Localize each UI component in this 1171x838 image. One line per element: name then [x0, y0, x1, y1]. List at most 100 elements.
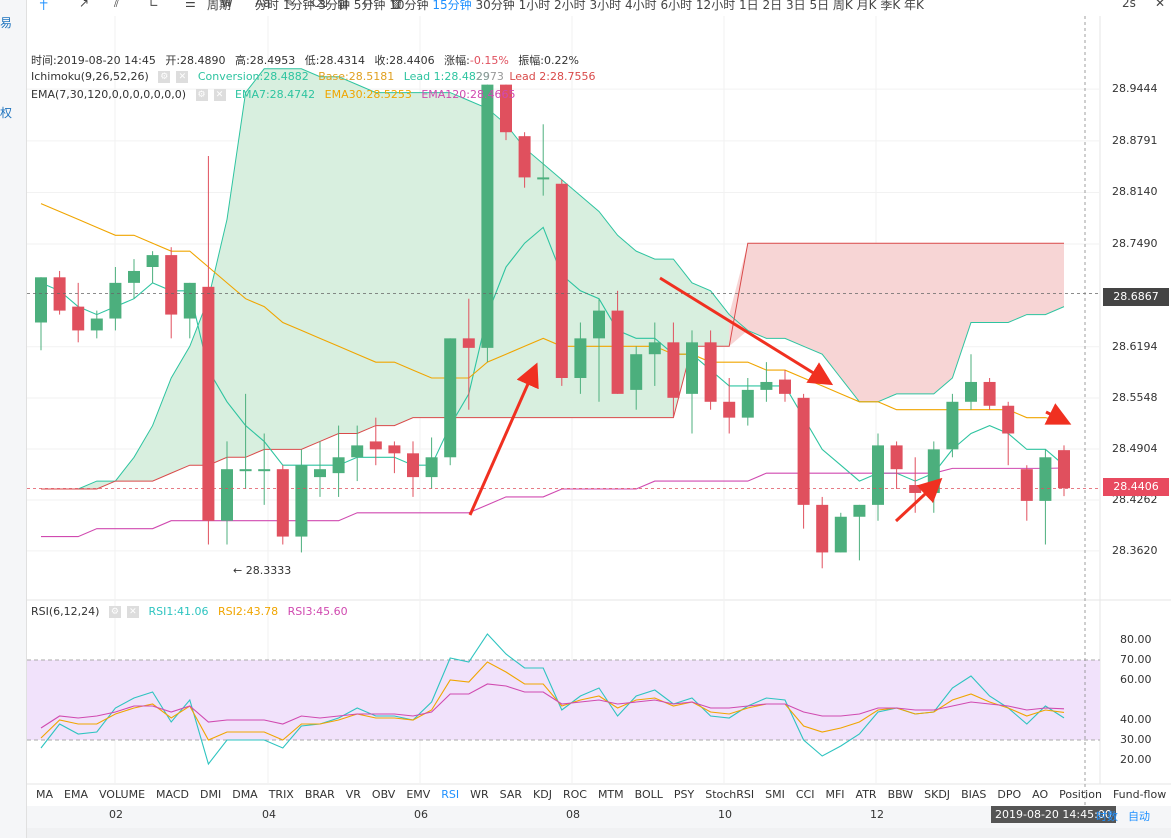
candle-body-40 [779, 379, 791, 394]
candle-body-41 [797, 397, 810, 505]
candle-body-6 [146, 255, 159, 267]
indicator-tab-bias[interactable]: BIAS [961, 788, 987, 801]
channel-icon[interactable]: ⫽ [114, 0, 120, 10]
indicator-tab-boll[interactable]: BOLL [634, 788, 663, 801]
sidebar-item-1[interactable]: 权 [0, 106, 13, 120]
date-tick-5: 12 [870, 808, 884, 821]
tf-6[interactable]: 30分钟 [475, 0, 515, 12]
candle-body-52 [1002, 405, 1015, 434]
indicator-tab-dpo[interactable]: DPO [997, 788, 1022, 801]
ohlc-open: 开:28.4890 [165, 54, 226, 67]
indicator-tab-macd[interactable]: MACD [156, 788, 190, 801]
tf-16[interactable]: 5日 [809, 0, 830, 12]
rsi3-line [40, 683, 1065, 729]
indicator-tab-smi[interactable]: SMI [765, 788, 785, 801]
indicator-tab-position[interactable]: Position [1059, 788, 1102, 801]
indicator-tab-ao[interactable]: AO [1032, 788, 1049, 801]
wave-label[interactable]: W [221, 0, 233, 10]
ema30-line [40, 203, 1065, 423]
text-tool[interactable]: Aa [255, 0, 271, 10]
tf-12[interactable]: 12小时 [695, 0, 736, 12]
crosshair-icon[interactable]: ┼ [40, 0, 48, 10]
tf-14[interactable]: 2日 [762, 0, 783, 12]
indicator-tab-roc[interactable]: ROC [562, 788, 587, 801]
indicator-tab-dma[interactable]: DMA [232, 788, 258, 801]
indicator-tab-bbw[interactable]: BBW [887, 788, 914, 801]
indicator-tab-psy[interactable]: PSY [673, 788, 695, 801]
annotation-arrow-2 [894, 477, 943, 523]
rsi3-value: RSI3:45.60 [287, 605, 348, 618]
ema-settings-icon[interactable]: ⚙ [195, 89, 208, 101]
rsi-settings-icon[interactable]: ⚙ [108, 606, 121, 618]
tf-8[interactable]: 2小时 [554, 0, 586, 12]
indicator-tab-skdj[interactable]: SKDJ [924, 788, 951, 801]
indicator-tab-vr[interactable]: VR [345, 788, 361, 801]
indicator-tab-dmi[interactable]: DMI [200, 788, 222, 801]
bottom-link-0[interactable]: 时数 [1096, 810, 1118, 823]
period-label[interactable]: 周期 [207, 0, 232, 12]
tf-20[interactable]: 年K [904, 0, 924, 12]
bottom-link-1[interactable]: 自动 [1128, 810, 1150, 823]
ema7-value: EMA7:28.4742 [235, 88, 316, 101]
indicator-tab-kdj[interactable]: KDJ [533, 788, 552, 801]
lock-icon[interactable]: ⊓ [363, 0, 373, 10]
ichimoku-settings-icon[interactable]: ⚙ [158, 71, 171, 83]
indicator-tab-wr[interactable]: WR [470, 788, 489, 801]
indicator-tab-mtm[interactable]: MTM [597, 788, 624, 801]
brush-icon[interactable]: ✎ [285, 0, 296, 10]
candle-body-51 [983, 381, 996, 406]
indicator-tab-volume[interactable]: VOLUME [98, 788, 146, 801]
indicator-tab-rsi[interactable]: RSI [441, 788, 460, 801]
tf-5[interactable]: 15分钟 [432, 0, 472, 12]
tf-10[interactable]: 4小时 [624, 0, 657, 12]
indicator-tab-mfi[interactable]: MFI [825, 788, 845, 801]
indicator-tab-cci[interactable]: CCI [795, 788, 815, 801]
trash-icon[interactable]: 🗑 [389, 0, 405, 10]
indicator-tab-atr[interactable]: ATR [855, 788, 877, 801]
tf-2[interactable]: 3分钟 [318, 0, 350, 12]
ichimoku-close-icon[interactable]: ✕ [176, 71, 189, 83]
indicator-tab-sar[interactable]: SAR [499, 788, 523, 801]
tf-13[interactable]: 1日 [739, 0, 759, 12]
eraser-icon[interactable]: ⌫ [311, 0, 328, 10]
candle-body-10 [221, 469, 233, 521]
tf-18[interactable]: 月K [856, 0, 877, 12]
sidebar-item-0[interactable]: 易 [0, 16, 13, 30]
rsi1-value: RSI1:41.06 [148, 605, 209, 618]
indicator-tab-obv[interactable]: OBV [371, 788, 396, 801]
fib-icon[interactable]: ∟ [149, 0, 160, 10]
hline-icon[interactable]: ☰ [185, 0, 196, 10]
indicator-tab-fund-flow[interactable]: Fund-flow [1112, 788, 1167, 801]
candle-body-4 [109, 282, 122, 319]
close-icon[interactable]: ✕ [1155, 0, 1166, 10]
candle-body-0 [35, 277, 47, 323]
rsi-tick-3: 40.00 [1120, 713, 1152, 726]
rsi-close-icon[interactable]: ✕ [126, 606, 139, 618]
tf-19[interactable]: 季K [880, 0, 901, 12]
tf-7[interactable]: 1小时 [518, 0, 551, 12]
indicator-tab-trix[interactable]: TRIX [268, 788, 294, 801]
candle-body-50 [965, 381, 977, 402]
tf-4[interactable]: 10分钟 [389, 0, 429, 12]
tf-15[interactable]: 3日 [785, 0, 806, 12]
pattern-icon[interactable]: ▥ [337, 0, 349, 10]
tf-0[interactable]: 分时 [255, 0, 280, 12]
tf-3[interactable]: 5分钟 [353, 0, 386, 12]
ema-close-icon[interactable]: ✕ [213, 89, 226, 101]
indicator-tab-brar[interactable]: BRAR [304, 788, 335, 801]
candle-body-5 [128, 270, 140, 283]
indicator-tab-ma[interactable]: MA [36, 788, 54, 801]
indicator-tab-emv[interactable]: EMV [406, 788, 431, 801]
trendline-icon[interactable]: ↗ [79, 0, 90, 10]
indicator-tab-ema[interactable]: EMA [64, 788, 88, 801]
tf-9[interactable]: 3小时 [589, 0, 622, 12]
tf-1[interactable]: 1分钟 [282, 0, 315, 12]
ichimoku-base: Base:28.5181 [318, 70, 395, 83]
ema-legend: EMA(7,30,120,0,0,0,0,0,0,0) ⚙ ✕ EMA7:28.4… [31, 88, 522, 101]
tf-11[interactable]: 6小时 [660, 0, 693, 12]
indicator-tab-stochrsi[interactable]: StochRSI [705, 788, 755, 801]
candle-body-21 [425, 457, 438, 478]
price-tick-4: 28.6194 [1112, 339, 1158, 353]
tf-17[interactable]: 周K [832, 0, 853, 12]
